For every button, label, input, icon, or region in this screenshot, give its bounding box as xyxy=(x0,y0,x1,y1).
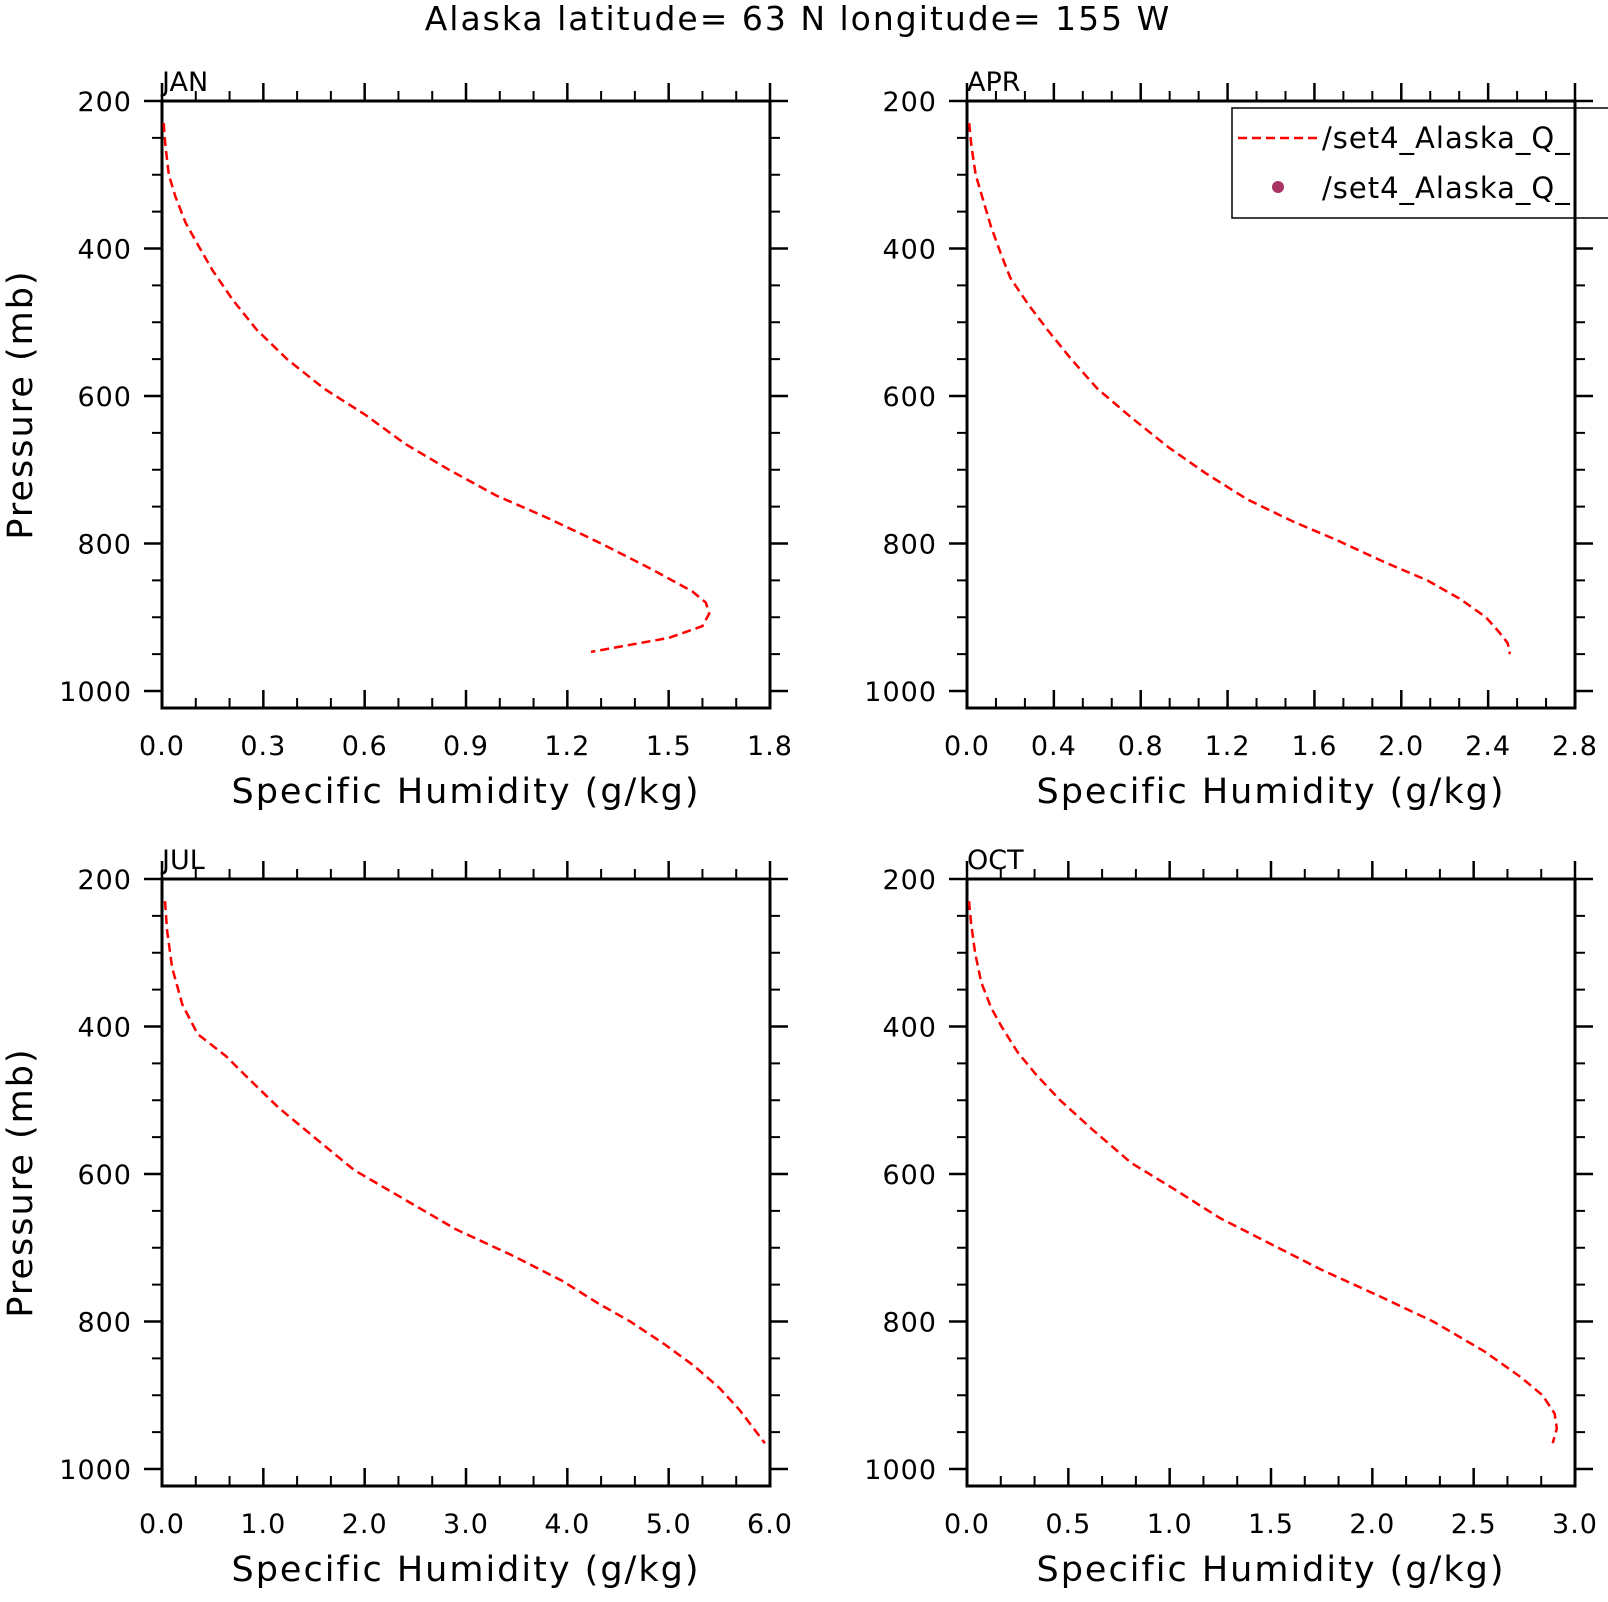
x-axis-label: Specific Humidity (g/kg) xyxy=(1037,772,1506,812)
x-tick-label: 0.9 xyxy=(443,731,489,762)
x-tick-label: 3.0 xyxy=(1552,1509,1598,1540)
x-tick-label: 6.0 xyxy=(747,1509,793,1540)
panel-jan: JAN 0.0 0.3 0.6 0.9 1.2 1.5 1.8 200 400 600 800 1000… xyxy=(1,67,793,812)
x-tick-label: 3.0 xyxy=(443,1509,489,1540)
figure-title: Alaska latitude= 63 N longitude= 155 W xyxy=(425,0,1172,38)
y-tick-label: 400 xyxy=(882,235,937,266)
y-tick-label: 200 xyxy=(882,87,937,118)
y-tick-label: 1000 xyxy=(59,1455,132,1486)
x-tick-label: 1.0 xyxy=(240,1509,286,1540)
plot-frame xyxy=(160,99,772,710)
x-tick-label: 1.5 xyxy=(1248,1509,1294,1540)
x-tick-label: 0.0 xyxy=(139,1509,185,1540)
plot-frame xyxy=(965,877,1577,1488)
panel-title: APR xyxy=(967,67,1021,98)
y-tick-label: 1000 xyxy=(864,677,937,708)
x-tick-label: 0.6 xyxy=(342,731,388,762)
x-axis-label: Specific Humidity (g/kg) xyxy=(232,772,701,812)
series-line xyxy=(967,900,1559,1444)
series-line xyxy=(163,901,766,1444)
y-tick-label: 400 xyxy=(77,1013,132,1044)
series-line xyxy=(162,123,711,654)
panel-title: JUL xyxy=(160,845,205,876)
y-tick-label: 400 xyxy=(77,235,132,266)
x-tick-label: 4.0 xyxy=(544,1509,590,1540)
x-tick-label: 2.0 xyxy=(1349,1509,1395,1540)
x-tick-label: 2.4 xyxy=(1465,731,1511,762)
y-tick-label: 200 xyxy=(882,865,937,896)
y-tick-label: 600 xyxy=(77,1160,132,1191)
y-tick-label: 1000 xyxy=(864,1455,937,1486)
x-tick-label: 2.5 xyxy=(1451,1509,1497,1540)
y-tick-label: 800 xyxy=(882,530,937,561)
x-tick-label: 0.3 xyxy=(240,731,286,762)
panel-oct: OCT 0.0 0.5 1.0 1.5 2.0 2.5 3.0 200 400 600 800 1000… xyxy=(864,845,1598,1590)
y-tick-label: 600 xyxy=(882,1160,937,1191)
legend-label: /set4_Alaska_Q_ xyxy=(1322,171,1571,205)
panel-title: OCT xyxy=(967,845,1024,876)
y-tick-label: 800 xyxy=(77,1308,132,1339)
panel-apr: APR 0.0 0.4 0.8 1.2 1.6 2.0 2.4 2.8 200 400 600 800 1… xyxy=(864,67,1598,812)
x-tick-label: 0.0 xyxy=(944,1509,990,1540)
plot-frame xyxy=(965,99,1577,710)
x-tick-label: 1.5 xyxy=(646,731,692,762)
y-tick-label: 200 xyxy=(77,865,132,896)
series-line xyxy=(967,122,1512,655)
y-tick-label: 600 xyxy=(882,382,937,413)
x-tick-label: 2.0 xyxy=(1378,731,1424,762)
legend: /set4_Alaska_Q_ /set4_Alaska_Q_ xyxy=(1231,107,1608,219)
panel-jul: JUL 0.0 1.0 2.0 3.0 4.0 5.0 6.0 200 400 600 800 1000… xyxy=(1,845,793,1590)
x-tick-label: 2.8 xyxy=(1552,731,1598,762)
x-tick-label: 2.0 xyxy=(342,1509,388,1540)
x-axis-label: Specific Humidity (g/kg) xyxy=(232,1550,701,1590)
legend-box xyxy=(1231,107,1608,219)
x-tick-label: 1.8 xyxy=(747,731,793,762)
x-tick-label: 0.8 xyxy=(1118,731,1164,762)
x-tick-label: 1.2 xyxy=(544,731,590,762)
panels: JAN 0.0 0.3 0.6 0.9 1.2 1.5 1.8 200 400 600 800 1000… xyxy=(1,67,1598,1590)
x-tick-label: 0.0 xyxy=(944,731,990,762)
y-tick-label: 200 xyxy=(77,87,132,118)
y-tick-label: 1000 xyxy=(59,677,132,708)
x-tick-label: 5.0 xyxy=(646,1509,692,1540)
y-tick-label: 400 xyxy=(882,1013,937,1044)
x-tick-label: 1.2 xyxy=(1205,731,1251,762)
x-tick-label: 1.6 xyxy=(1291,731,1337,762)
x-tick-label: 0.0 xyxy=(139,731,185,762)
y-axis-label: Pressure (mb) xyxy=(1,1047,41,1317)
plot-frame xyxy=(160,877,772,1488)
y-tick-label: 600 xyxy=(77,382,132,413)
x-tick-label: 0.4 xyxy=(1031,731,1077,762)
legend-dot-swatch xyxy=(1272,181,1284,193)
y-axis-label: Pressure (mb) xyxy=(1,269,41,539)
x-tick-label: 0.5 xyxy=(1045,1509,1091,1540)
legend-label: /set4_Alaska_Q_ xyxy=(1322,121,1571,155)
panel-title: JAN xyxy=(160,67,208,98)
y-tick-label: 800 xyxy=(77,530,132,561)
x-tick-label: 1.0 xyxy=(1147,1509,1193,1540)
y-tick-label: 800 xyxy=(882,1308,937,1339)
x-axis-label: Specific Humidity (g/kg) xyxy=(1037,1550,1506,1590)
